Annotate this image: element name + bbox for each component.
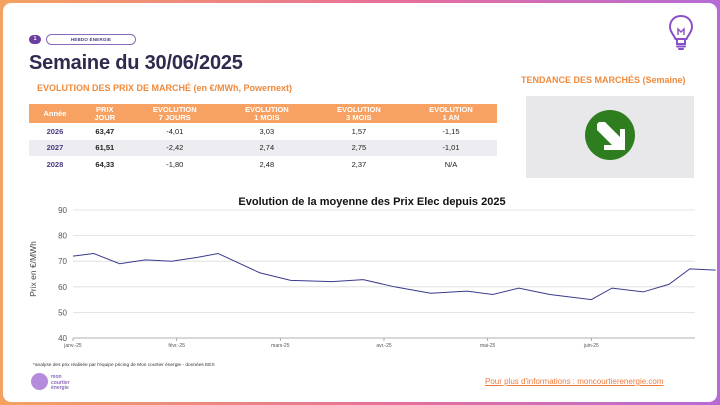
brand-logo: mon courtier énergie	[31, 372, 101, 394]
footnote: *analyse des prix réalisée par l'équipe …	[33, 363, 215, 368]
series-line	[72, 252, 716, 301]
logo-text: mon courtier énergie	[51, 374, 70, 392]
price-line-chart: Evolution de la moyenne des Prix Elec de…	[28, 196, 716, 349]
table-cell: 2,37	[351, 159, 367, 169]
lightbulb-icon	[668, 14, 694, 50]
table-header-cell: EVOLUTION 1 MOIS	[220, 104, 313, 123]
table-row: 2028 64,33 -1,80 2,48 2,37 N/A	[29, 156, 497, 173]
table-cell: -1,80	[166, 159, 184, 169]
table-cell: N/A	[444, 159, 458, 169]
table-cell: 2,48	[259, 159, 275, 169]
y-axis-ticks: 40 50 60 70 80 90	[58, 206, 67, 343]
logo-line-1: mon	[51, 374, 62, 380]
info-link[interactable]: Pour plus d'informations : moncourtieren…	[485, 377, 664, 386]
table-header-cell: EVOLUTION 1 AN	[404, 104, 497, 123]
logo-line-3: énergie	[51, 385, 69, 391]
table-row: 2027 61,51 -2,42 2,74 2,75 -1,01	[29, 139, 497, 156]
table-cell: -1,01	[404, 139, 497, 156]
y-tick-label: 70	[58, 257, 67, 266]
logo-line-2: courtier	[51, 379, 70, 386]
chart-series	[72, 252, 716, 301]
y-axis-label: Prix en €/MWh	[28, 241, 38, 297]
table-title: EVOLUTION DES PRIX DE MARCHÉ (en €/MWh, …	[37, 83, 293, 93]
table-cell: 2028	[46, 159, 64, 169]
table-cell: -1,15	[442, 126, 460, 136]
table-cell: 2026	[46, 126, 64, 136]
table-cell: 1,57	[351, 126, 367, 136]
x-tick-label: mai-25	[480, 343, 496, 349]
table-header-cell: PRIX JOUR	[80, 104, 129, 123]
table-cell: -2,42	[128, 139, 221, 156]
table-header-cell: EVOLUTION 3 MOIS	[312, 104, 405, 123]
x-tick-label: janv.-25	[63, 343, 82, 349]
down-right-arrow-icon	[585, 110, 635, 160]
y-tick-label: 90	[58, 206, 67, 215]
table-cell: 2,75	[312, 139, 405, 156]
page-title: Semaine du 30/06/2025	[29, 52, 243, 74]
table-cell: 64,33	[95, 159, 115, 169]
chart-title: Evolution de la moyenne des Prix Elec de…	[238, 196, 505, 208]
table-row: 2026 63,47 -4,01 3,03 1,57 -1,15	[29, 123, 497, 140]
table-cell: -4,01	[166, 126, 184, 136]
x-tick-label: févr.-25	[168, 343, 185, 349]
x-axis-ticks: janv.-25 févr.-25 mars-25 avr.-25 mai-25 juin…	[63, 338, 599, 349]
trend-title: TENDANCE DES MARCHÉS (Semaine)	[521, 75, 686, 85]
y-tick-label: 40	[58, 334, 67, 343]
slide: 1 HEBDO ÉNERGIE Semaine du 30/06/2025 EV…	[3, 3, 717, 402]
table-cell: 2,74	[220, 139, 313, 156]
table-header-cell: EVOLUTION 7 JOURS	[128, 104, 221, 123]
table-cell: 3,03	[259, 126, 275, 136]
table-header-cell: Année	[29, 104, 81, 123]
logo-mark-icon	[31, 373, 48, 390]
category-tag: HEBDO ÉNERGIE	[46, 34, 136, 45]
table-body: 2026 63,47 -4,01 3,03 1,57 -1,15 2027 61,51 -2,4…	[29, 123, 497, 173]
x-tick-label: mars-25	[271, 343, 290, 349]
x-tick-label: juin-25	[583, 343, 599, 349]
table-cell: 63,47	[95, 126, 115, 136]
chart-grid	[73, 209, 695, 339]
table-cell: 2027	[29, 139, 81, 156]
y-tick-label: 60	[58, 283, 67, 292]
y-tick-label: 80	[58, 232, 67, 241]
table-header-row: Année PRIX JOUR EVOLUTION 7 JOURS EVOLUTION 1 …	[29, 104, 497, 123]
y-tick-label: 50	[58, 308, 67, 317]
step-number-badge: 1	[29, 35, 41, 44]
table-cell: 61,51	[80, 139, 129, 156]
x-tick-label: avr.-25	[376, 343, 392, 349]
price-table: Année PRIX JOUR EVOLUTION 7 JOURS EVOLUTION 1 …	[29, 104, 497, 173]
